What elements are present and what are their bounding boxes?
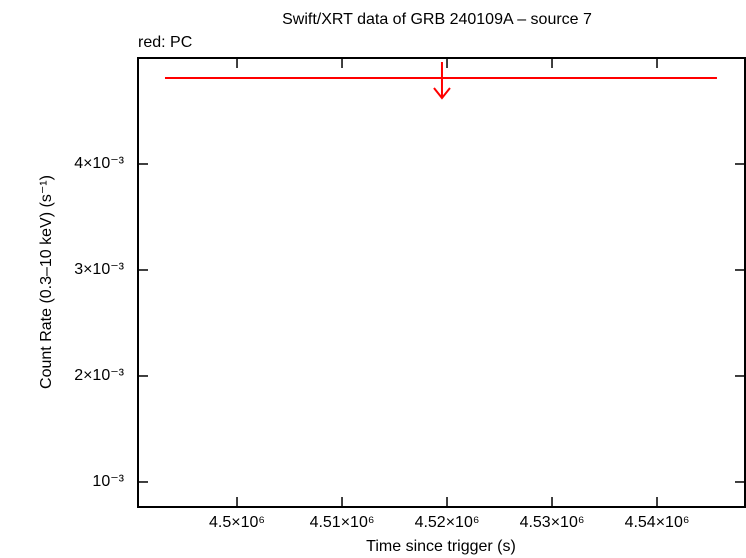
x-axis-label: Time since trigger (s): [366, 538, 516, 555]
y-axis-label: Count Rate (0.3–10 keV) (s⁻¹): [38, 175, 55, 389]
x-tick-label: 4.52×10⁶: [415, 514, 480, 531]
annotation: red: PC: [138, 34, 192, 51]
x-tick-label: 4.5×10⁶: [209, 514, 265, 531]
chart-title: Swift/XRT data of GRB 240109A – source 7: [282, 11, 592, 28]
x-tick-label: 4.51×10⁶: [310, 514, 375, 531]
upper-limit-arrow: [433, 62, 451, 100]
y-tick-label: 2×10⁻³: [74, 367, 124, 384]
x-tick-label: 4.54×10⁶: [625, 514, 690, 531]
y-tick-label: 3×10⁻³: [74, 261, 124, 278]
y-tick-label: 4×10⁻³: [74, 155, 124, 172]
x-tick-label: 4.53×10⁶: [520, 514, 585, 531]
plot-frame: [137, 57, 746, 508]
y-tick-label: 10⁻³: [92, 473, 124, 490]
